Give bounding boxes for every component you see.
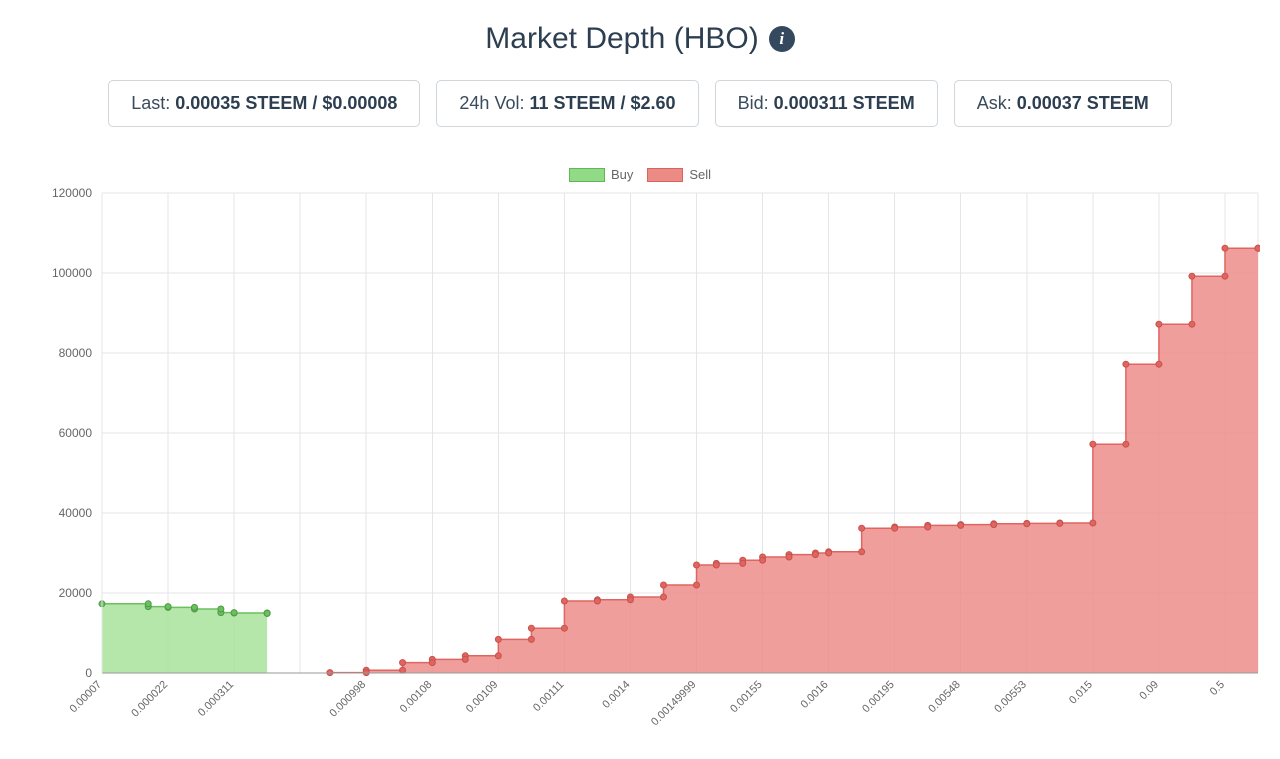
stat-bid: Bid: 0.000311 STEEM bbox=[715, 80, 938, 127]
svg-text:40000: 40000 bbox=[59, 506, 93, 520]
legend-buy-swatch bbox=[569, 168, 605, 182]
svg-text:0.0016: 0.0016 bbox=[798, 679, 830, 711]
stat-ask-label: Ask: bbox=[977, 93, 1017, 113]
stat-last-label: Last: bbox=[131, 93, 175, 113]
svg-text:0.000998: 0.000998 bbox=[327, 679, 368, 720]
stat-bid-value: 0.000311 STEEM bbox=[774, 93, 915, 113]
svg-text:0.00195: 0.00195 bbox=[860, 679, 897, 716]
market-depth-panel: Market Depth (HBO) i Last: 0.00035 STEEM… bbox=[0, 0, 1280, 733]
svg-text:0.0014: 0.0014 bbox=[600, 679, 632, 711]
stat-ask-value: 0.00037 STEEM bbox=[1017, 93, 1149, 113]
svg-text:20000: 20000 bbox=[59, 586, 93, 600]
depth-chart-svg: 0 20000 40000 60000 80000 100000 120000 0.00007… bbox=[20, 188, 1260, 733]
stat-last-value: 0.00035 STEEM / $0.00008 bbox=[175, 93, 397, 113]
stat-vol-value: 11 STEEM / $2.60 bbox=[529, 93, 675, 113]
stat-row: Last: 0.00035 STEEM / $0.00008 24h Vol: … bbox=[20, 80, 1260, 127]
svg-text:0: 0 bbox=[85, 666, 92, 680]
page-title: Market Depth (HBO) i bbox=[20, 22, 1260, 56]
svg-text:0.000022: 0.000022 bbox=[129, 679, 170, 720]
legend-sell-label: Sell bbox=[689, 167, 711, 182]
stat-vol-label: 24h Vol: bbox=[459, 93, 529, 113]
chart-legend: Buy Sell bbox=[20, 167, 1260, 182]
info-icon[interactable]: i bbox=[769, 26, 795, 52]
svg-text:60000: 60000 bbox=[59, 426, 93, 440]
legend-sell[interactable]: Sell bbox=[647, 167, 711, 182]
svg-text:0.5: 0.5 bbox=[1208, 679, 1227, 698]
stat-bid-label: Bid: bbox=[738, 93, 774, 113]
svg-text:0.00149999: 0.00149999 bbox=[649, 679, 699, 729]
svg-text:120000: 120000 bbox=[52, 188, 92, 200]
legend-buy[interactable]: Buy bbox=[569, 167, 633, 182]
legend-buy-label: Buy bbox=[611, 167, 633, 182]
svg-text:0.00108: 0.00108 bbox=[398, 679, 435, 716]
svg-text:0.00007: 0.00007 bbox=[68, 679, 105, 716]
svg-text:0.00109: 0.00109 bbox=[464, 679, 501, 716]
stat-24h-vol: 24h Vol: 11 STEEM / $2.60 bbox=[436, 80, 698, 127]
stat-last: Last: 0.00035 STEEM / $0.00008 bbox=[108, 80, 420, 127]
legend-sell-swatch bbox=[647, 168, 683, 182]
svg-text:0.00548: 0.00548 bbox=[926, 679, 963, 716]
title-text: Market Depth (HBO) bbox=[485, 22, 758, 56]
svg-text:0.015: 0.015 bbox=[1067, 679, 1095, 707]
svg-text:0.000311: 0.000311 bbox=[196, 679, 236, 719]
stat-ask: Ask: 0.00037 STEEM bbox=[954, 80, 1172, 127]
svg-text:0.00111: 0.00111 bbox=[531, 679, 566, 714]
svg-text:0.00553: 0.00553 bbox=[992, 679, 1029, 716]
depth-chart[interactable]: 0 20000 40000 60000 80000 100000 120000 0.00007… bbox=[20, 188, 1260, 733]
svg-text:100000: 100000 bbox=[52, 266, 92, 280]
svg-text:80000: 80000 bbox=[59, 346, 93, 360]
svg-text:0.09: 0.09 bbox=[1137, 679, 1161, 703]
svg-text:0.00155: 0.00155 bbox=[728, 679, 765, 716]
